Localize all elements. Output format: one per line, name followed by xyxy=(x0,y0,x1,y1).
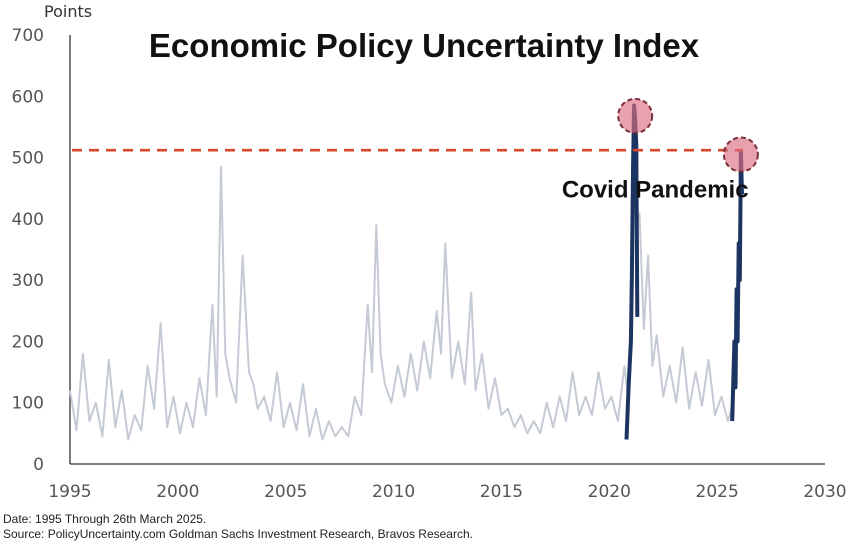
series-line-4 xyxy=(730,149,744,422)
y-tick-label: 300 xyxy=(12,271,44,291)
y-tick-label: 200 xyxy=(12,332,44,352)
x-tick-label: 2025 xyxy=(696,482,739,502)
y-tick-label: 600 xyxy=(12,87,44,107)
highlight-markers xyxy=(617,97,759,173)
y-tick-label: 100 xyxy=(12,394,44,414)
series-line-1 xyxy=(69,165,630,441)
series-line-3 xyxy=(624,103,640,440)
highlight-marker-1 xyxy=(617,97,654,134)
series-line-2 xyxy=(638,212,734,423)
x-tick-label: 1995 xyxy=(48,482,91,502)
x-tick-label: 2000 xyxy=(156,482,199,502)
x-tick-label: 2005 xyxy=(264,482,307,502)
x-tick-label: 2030 xyxy=(803,482,846,502)
y-ticks: 0 100 200 300 400 500 600 700 xyxy=(12,26,44,475)
y-tick-label: 400 xyxy=(12,210,44,230)
x-tick-label: 2010 xyxy=(372,482,415,502)
date-note: Date: 1995 Through 26th March 2025. xyxy=(3,512,207,526)
highlight-marker-2 xyxy=(722,136,759,173)
source-note: Source: PolicyUncertainty.com Goldman Sa… xyxy=(3,527,473,541)
axes xyxy=(69,35,825,465)
chart-title: Economic Policy Uncertainty Index xyxy=(149,27,700,64)
x-ticks: 1995 2000 2005 2010 2015 2020 2025 2030 xyxy=(48,482,846,502)
x-tick-label: 2015 xyxy=(480,482,523,502)
x-tick-label: 2020 xyxy=(588,482,631,502)
y-tick-label: 500 xyxy=(12,149,44,169)
y-tick-label: 0 xyxy=(33,455,44,475)
series-lines xyxy=(69,103,744,441)
y-axis-label: Points xyxy=(44,2,92,21)
annotation-covid: Covid Pandemic xyxy=(562,176,749,203)
y-tick-label: 700 xyxy=(12,26,44,46)
